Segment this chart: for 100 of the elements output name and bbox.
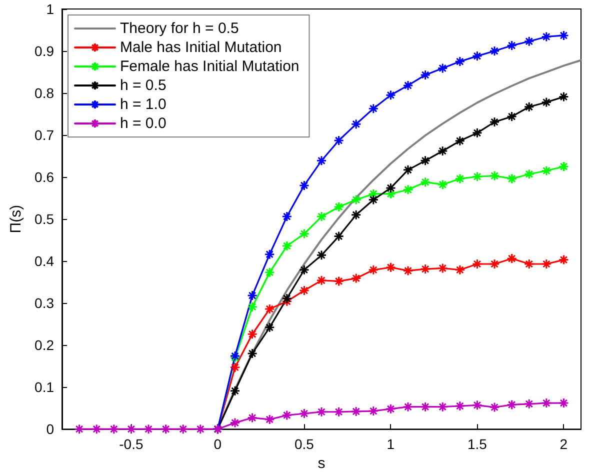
point xyxy=(282,240,292,252)
point xyxy=(524,168,534,180)
point xyxy=(334,202,344,212)
y-tick-label: 0.4 xyxy=(34,253,54,270)
point xyxy=(524,102,534,112)
legend-label: h = 0.5 xyxy=(120,77,166,94)
y-tick-label: 0 xyxy=(46,421,54,438)
point xyxy=(541,398,552,408)
point xyxy=(420,176,431,188)
point xyxy=(385,182,396,194)
point xyxy=(402,402,414,412)
y-tick-label: 0.3 xyxy=(34,295,54,312)
legend-label: Female has Initial Mutation xyxy=(120,58,300,75)
point xyxy=(437,179,448,190)
point xyxy=(489,402,500,413)
point xyxy=(230,362,240,373)
point xyxy=(385,188,396,200)
point xyxy=(247,348,258,359)
x-tick-label: 1 xyxy=(386,436,395,452)
point xyxy=(420,70,431,80)
point xyxy=(350,273,362,284)
point xyxy=(350,194,362,205)
x-tick-label: 0.5 xyxy=(294,436,314,452)
point xyxy=(472,50,482,62)
point xyxy=(247,290,258,301)
point xyxy=(385,262,396,273)
point xyxy=(264,249,275,260)
point xyxy=(402,164,414,176)
point xyxy=(74,424,85,434)
point xyxy=(506,173,518,184)
point xyxy=(264,322,275,333)
point xyxy=(143,424,154,434)
point xyxy=(489,116,500,128)
point xyxy=(298,408,310,419)
point xyxy=(350,118,362,130)
point xyxy=(420,402,431,412)
point xyxy=(316,250,327,260)
point xyxy=(298,264,310,276)
point xyxy=(368,194,379,205)
y-axis-title: Π(s) xyxy=(8,204,25,234)
point xyxy=(368,406,379,416)
point xyxy=(541,165,552,176)
point xyxy=(316,406,327,418)
x-tick-label: -0.5 xyxy=(119,436,144,452)
point xyxy=(402,80,414,91)
point xyxy=(264,304,275,314)
y-tick-label: 0.9 xyxy=(34,43,54,60)
point xyxy=(489,46,500,56)
point xyxy=(558,254,569,266)
point xyxy=(282,293,292,304)
point xyxy=(264,267,275,278)
legend-label: Theory for h = 0.5 xyxy=(120,20,239,37)
point xyxy=(472,128,482,138)
point xyxy=(247,302,258,312)
point xyxy=(420,264,431,274)
x-axis-title: s xyxy=(318,455,326,472)
point xyxy=(316,155,327,166)
point xyxy=(230,418,240,428)
point xyxy=(282,410,292,420)
point xyxy=(454,56,466,67)
point xyxy=(282,211,292,222)
point xyxy=(350,406,362,417)
point xyxy=(524,398,534,410)
legend-label: Male has Initial Mutation xyxy=(120,39,282,56)
point xyxy=(420,155,431,166)
y-tick-label: 0.8 xyxy=(34,85,54,102)
point xyxy=(230,386,240,396)
point xyxy=(541,258,552,270)
y-tick-label: 0.2 xyxy=(34,337,54,354)
y-tick-label: 0.5 xyxy=(34,211,54,228)
x-tick-label: 0 xyxy=(214,436,222,452)
point xyxy=(282,296,292,307)
y-tick-label: 0.7 xyxy=(34,127,54,144)
point xyxy=(472,258,482,270)
y-tick-label: 0.6 xyxy=(34,169,54,186)
point xyxy=(558,30,569,41)
x-tick-label: 1.5 xyxy=(467,436,488,452)
point xyxy=(108,424,120,434)
point xyxy=(454,400,466,412)
point xyxy=(437,262,448,274)
point xyxy=(558,92,569,102)
point xyxy=(247,412,258,424)
point xyxy=(334,406,344,418)
point xyxy=(402,265,414,276)
point xyxy=(264,414,275,425)
point xyxy=(541,31,552,42)
point xyxy=(524,258,534,270)
y-tick-label: 1 xyxy=(46,1,54,17)
point xyxy=(368,264,379,276)
point xyxy=(558,161,569,172)
point xyxy=(437,402,448,412)
point xyxy=(298,180,310,191)
point xyxy=(316,275,327,286)
point xyxy=(350,210,362,220)
point xyxy=(472,171,482,182)
point xyxy=(126,424,136,434)
point xyxy=(524,36,534,47)
point xyxy=(506,40,518,51)
point xyxy=(402,184,414,195)
point xyxy=(298,285,310,296)
